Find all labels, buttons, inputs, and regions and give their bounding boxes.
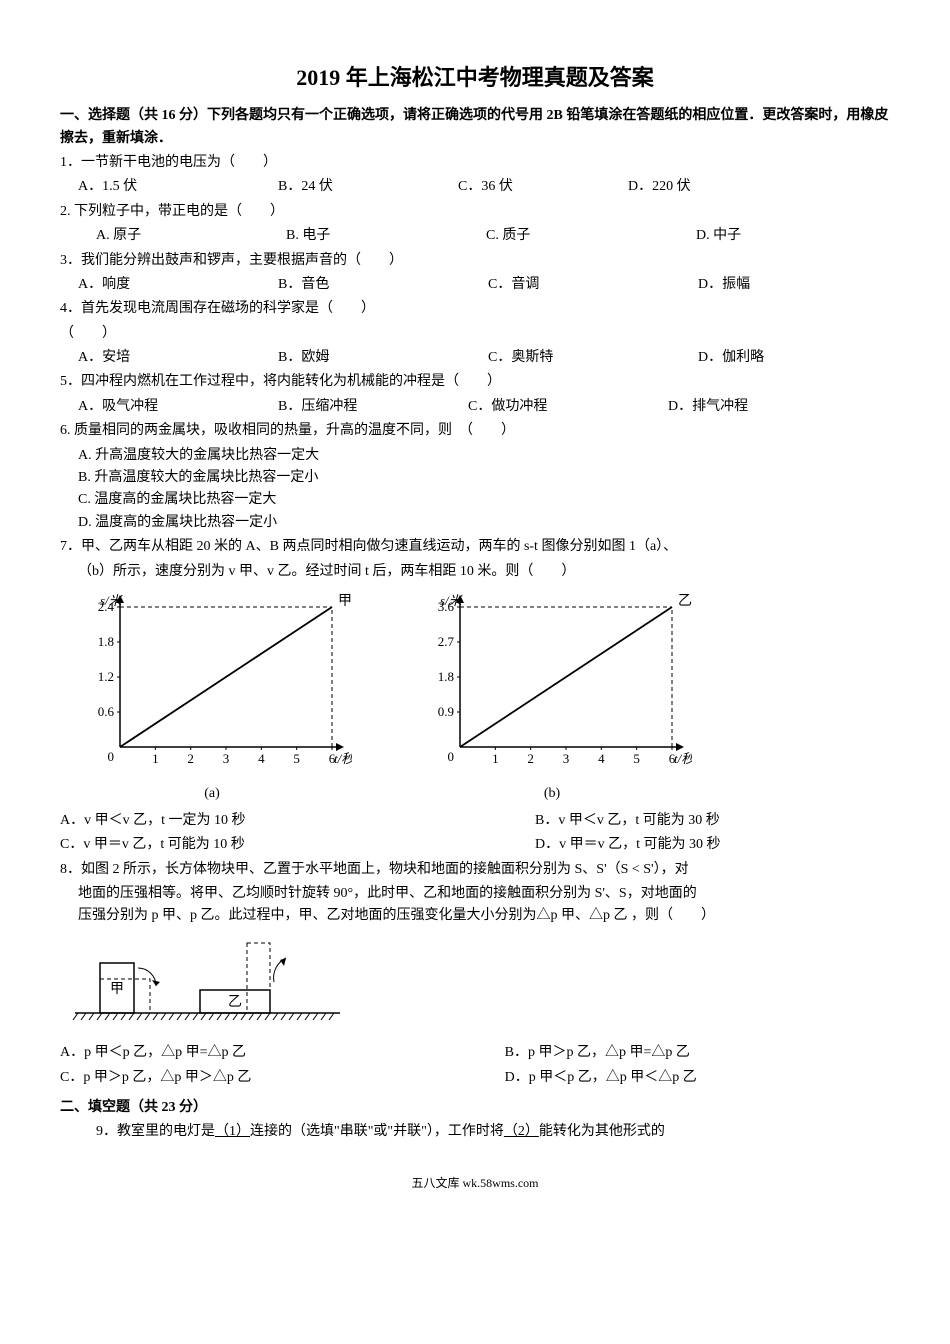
- q1-opt-c: C．36 伏: [458, 176, 588, 198]
- q5-opt-d: D．排气冲程: [668, 396, 748, 418]
- page-footer: 五八文库 wk.58wms.com: [60, 1174, 890, 1193]
- q7-opt-b: B．v 甲＜v 乙，t 可能为 30 秒: [535, 810, 890, 832]
- q1-opt-a: A．1.5 伏: [78, 176, 238, 198]
- svg-text:4: 4: [598, 751, 605, 766]
- section-1-heading: 一、选择题（共 16 分）下列各题均只有一个正确选项，请将正确选项的代号用 2B…: [60, 105, 890, 150]
- q8-opt-a: A．p 甲＜p 乙，△p 甲=△p 乙: [60, 1042, 445, 1064]
- svg-text:0.6: 0.6: [98, 704, 115, 719]
- q4-stem: 4．首先发现电流周围存在磁场的科学家是（ ）: [60, 298, 890, 320]
- q7-options: A．v 甲＜v 乙，t 一定为 10 秒 B．v 甲＜v 乙，t 可能为 30 …: [60, 810, 890, 857]
- svg-text:1: 1: [492, 751, 499, 766]
- svg-text:s/米: s/米: [100, 593, 124, 608]
- svg-text:1.2: 1.2: [98, 669, 114, 684]
- q3-opt-a: A．响度: [78, 274, 238, 296]
- q7-opt-d: D．v 甲＝v 乙，t 可能为 30 秒: [535, 834, 890, 856]
- page-title: 2019 年上海松江中考物理真题及答案: [60, 60, 890, 95]
- q6-opt-c: C. 温度高的金属块比热容一定大: [60, 489, 890, 511]
- chart-a-caption: (a): [72, 783, 352, 805]
- q8-stem-1: 8．如图 2 所示，长方体物块甲、乙置于水平地面上，物块和地面的接触面积分别为 …: [60, 859, 890, 881]
- svg-text:2: 2: [527, 751, 534, 766]
- q9-pre: 9．教室里的电灯是: [96, 1124, 215, 1139]
- svg-text:甲: 甲: [110, 982, 124, 997]
- svg-text:s/米: s/米: [440, 593, 464, 608]
- svg-text:0.9: 0.9: [438, 704, 454, 719]
- q8-opt-d: D．p 甲＜p 乙，△p 甲＜△p 乙: [505, 1067, 890, 1089]
- q1-options: A．1.5 伏 B．24 伏 C．36 伏 D．220 伏: [60, 176, 890, 198]
- q3-opt-c: C．音调: [488, 274, 658, 296]
- q8-stem-2: 地面的压强相等。将甲、乙均顺时针旋转 90°，此时甲、乙和地面的接触面积分别为 …: [60, 883, 890, 905]
- svg-text:1.8: 1.8: [98, 634, 114, 649]
- q8-diagram: 甲乙: [70, 938, 890, 1036]
- q9-post: 能转化为其他形式的: [539, 1124, 665, 1139]
- q7-opt-c: C．v 甲＝v 乙，t 可能为 10 秒: [60, 834, 415, 856]
- svg-text:乙: 乙: [678, 593, 692, 609]
- q6-opt-d: D. 温度高的金属块比热容一定小: [60, 512, 890, 534]
- q4-paren: （ ）: [60, 323, 890, 345]
- svg-text:甲: 甲: [338, 594, 352, 609]
- q8-stem-3: 压强分别为 p 甲、p 乙。此过程中，甲、乙对地面的压强变化量大小分别为△p 甲…: [60, 905, 890, 927]
- svg-text:3: 3: [563, 751, 570, 766]
- q7-stem-2: （b）所示，速度分别为 v 甲、v 乙。经过时间 t 后，两车相距 10 米。则…: [60, 561, 890, 583]
- svg-text:3: 3: [223, 751, 230, 766]
- q9-mid-1: 连接的（选填"串联"或"并联"），工作时将: [250, 1124, 504, 1139]
- svg-text:2.7: 2.7: [438, 634, 455, 649]
- q1-stem: 1．一节新干电池的电压为（ ）: [60, 152, 890, 174]
- q5-opt-c: C．做功冲程: [468, 396, 628, 418]
- svg-text:0: 0: [448, 749, 455, 764]
- q1-opt-d: D．220 伏: [628, 176, 691, 198]
- q4-opt-c: C．奥斯特: [488, 347, 658, 369]
- q2-opt-a: A. 原子: [96, 225, 246, 247]
- q3-stem: 3．我们能分辨出鼓声和锣声，主要根据声音的（ ）: [60, 250, 890, 272]
- q4-opt-d: D．伽利略: [698, 347, 764, 369]
- q8-options: A．p 甲＜p 乙，△p 甲=△p 乙 B．p 甲＞p 乙，△p 甲=△p 乙 …: [60, 1042, 890, 1089]
- q4-opt-b: B．欧姆: [278, 347, 448, 369]
- svg-text:0: 0: [108, 749, 115, 764]
- section-2-heading: 二、填空题（共 23 分）: [60, 1097, 890, 1119]
- svg-text:5: 5: [293, 751, 300, 766]
- svg-text:1.8: 1.8: [438, 669, 454, 684]
- q5-opt-a: A．吸气冲程: [78, 396, 238, 418]
- q2-options: A. 原子 B. 电子 C. 质子 D. 中子: [60, 225, 890, 247]
- svg-text:2: 2: [187, 751, 194, 766]
- q2-opt-b: B. 电子: [286, 225, 446, 247]
- q2-opt-d: D. 中子: [696, 225, 741, 247]
- q5-options: A．吸气冲程 B．压缩冲程 C．做功冲程 D．排气冲程: [60, 396, 890, 418]
- q9: 9．教室里的电灯是（1）连接的（选填"串联"或"并联"），工作时将（2）能转化为…: [60, 1121, 890, 1143]
- svg-text:4: 4: [258, 751, 265, 766]
- svg-text:t/秒: t/秒: [674, 751, 692, 766]
- q4-opt-a: A．安培: [78, 347, 238, 369]
- q5-stem: 5．四冲程内燃机在工作过程中，将内能转化为机械能的冲程是（ ）: [60, 371, 890, 393]
- q2-stem: 2. 下列粒子中，带正电的是（ ）: [60, 201, 890, 223]
- q3-opt-d: D．振幅: [698, 274, 750, 296]
- chart-a: 0.61.21.82.41234560甲s/米t/秒: [72, 593, 352, 773]
- chart-b: 0.91.82.73.61234560乙s/米t/秒: [412, 593, 692, 773]
- q2-opt-c: C. 质子: [486, 225, 656, 247]
- chart-a-wrap: 0.61.21.82.41234560甲s/米t/秒 (a): [72, 593, 352, 806]
- q3-opt-b: B．音色: [278, 274, 448, 296]
- q6-opt-a: A. 升高温度较大的金属块比热容一定大: [60, 445, 890, 467]
- q5-opt-b: B．压缩冲程: [278, 396, 428, 418]
- q9-blank-2: （2）: [504, 1124, 539, 1139]
- q9-blank-1: （1）: [215, 1124, 250, 1139]
- svg-text:t/秒: t/秒: [334, 751, 352, 766]
- q3-options: A．响度 B．音色 C．音调 D．振幅: [60, 274, 890, 296]
- svg-text:5: 5: [633, 751, 640, 766]
- q1-opt-b: B．24 伏: [278, 176, 418, 198]
- q7-opt-a: A．v 甲＜v 乙，t 一定为 10 秒: [60, 810, 415, 832]
- q4-options: A．安培 B．欧姆 C．奥斯特 D．伽利略: [60, 347, 890, 369]
- chart-b-wrap: 0.91.82.73.61234560乙s/米t/秒 (b): [412, 593, 692, 806]
- q8-opt-b: B．p 甲＞p 乙，△p 甲=△p 乙: [505, 1042, 890, 1064]
- q8-diagram-svg: 甲乙: [70, 938, 350, 1028]
- q8-opt-c: C．p 甲＞p 乙，△p 甲＞△p 乙: [60, 1067, 445, 1089]
- q7-charts: 0.61.21.82.41234560甲s/米t/秒 (a) 0.91.82.7…: [72, 593, 890, 806]
- svg-text:1: 1: [152, 751, 159, 766]
- q7-stem-1: 7．甲、乙两车从相距 20 米的 A、B 两点同时相向做匀速直线运动，两车的 s…: [60, 536, 890, 558]
- q6-stem: 6. 质量相同的两金属块，吸收相同的热量，升高的温度不同，则 （ ）: [60, 420, 890, 442]
- chart-b-caption: (b): [412, 783, 692, 805]
- svg-text:乙: 乙: [228, 994, 242, 1010]
- q6-opt-b: B. 升高温度较大的金属块比热容一定小: [60, 467, 890, 489]
